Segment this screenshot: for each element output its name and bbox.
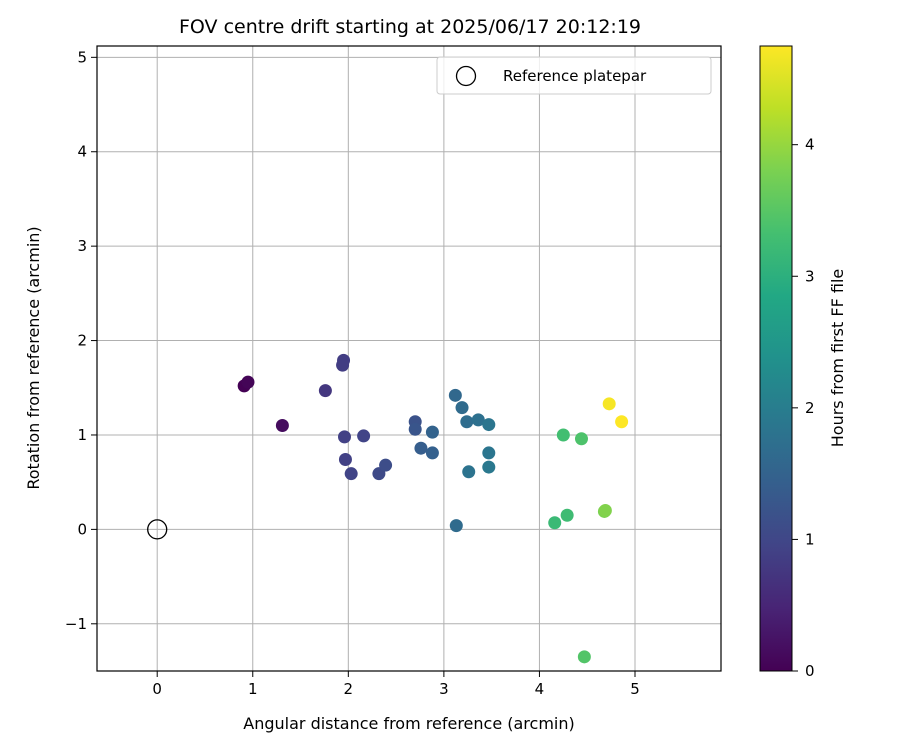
- colorbar-label: Hours from first FF file: [828, 269, 847, 448]
- grid: [97, 46, 721, 671]
- y-tick-label: 3: [77, 237, 87, 255]
- chart-title: FOV centre drift starting at 2025/06/17 …: [179, 16, 641, 38]
- reference-platepar-marker: [147, 519, 168, 540]
- colorbar: 0 1 2 3 4 Hours from first FF file: [759, 45, 847, 680]
- data-point: [241, 375, 255, 389]
- reference-marker-layer: [147, 519, 168, 540]
- data-point: [615, 415, 629, 429]
- data-point: [482, 446, 496, 460]
- x-tick-label: 5: [630, 680, 640, 698]
- data-point: [425, 446, 439, 460]
- data-point: [560, 508, 574, 522]
- data-point: [460, 415, 474, 429]
- data-point: [338, 453, 352, 467]
- data-point: [471, 413, 485, 427]
- data-point: [379, 458, 393, 472]
- data-point: [337, 430, 351, 444]
- axis-ticks: 0 1 2 3 4 5 −1 0 1 2 3 4 5: [65, 48, 640, 698]
- data-point: [577, 650, 591, 664]
- colorbar-tick-label: 3: [805, 267, 815, 285]
- data-point: [336, 358, 350, 372]
- plot-frame: [96, 45, 722, 672]
- data-point: [556, 428, 570, 442]
- colorbar-tick-label: 1: [805, 530, 815, 548]
- x-tick-label: 4: [535, 680, 545, 698]
- y-tick-label: 5: [77, 48, 87, 66]
- x-tick-label: 2: [344, 680, 354, 698]
- data-point: [574, 432, 588, 446]
- data-point: [275, 419, 289, 433]
- data-point: [449, 519, 463, 533]
- data-point: [462, 465, 476, 479]
- data-point: [344, 467, 358, 481]
- data-point: [448, 388, 462, 402]
- data-points: [237, 353, 629, 664]
- y-tick-label: −1: [65, 615, 87, 633]
- legend: Reference platepar: [436, 56, 712, 95]
- data-point: [548, 516, 562, 530]
- data-point: [357, 429, 371, 443]
- x-tick-label: 3: [439, 680, 449, 698]
- data-point: [425, 425, 439, 439]
- legend-marker-reference: [455, 65, 477, 87]
- colorbar-tick-label: 4: [805, 136, 815, 154]
- y-tick-label: 1: [77, 426, 87, 444]
- colorbar-tick-label: 0: [805, 662, 815, 680]
- y-tick-label: 4: [77, 143, 87, 161]
- legend-box: [436, 56, 712, 95]
- data-point: [482, 460, 496, 474]
- legend-entry-reference-platepar: Reference platepar: [503, 67, 647, 85]
- data-point: [455, 401, 469, 415]
- colorbar-tick-label: 2: [805, 399, 815, 417]
- colorbar-ticks: 0 1 2 3 4: [792, 136, 815, 680]
- y-tick-label: 2: [77, 332, 87, 350]
- data-point: [598, 504, 612, 518]
- y-tick-label: 0: [77, 520, 87, 538]
- data-point: [482, 418, 496, 432]
- data-point: [414, 441, 428, 455]
- x-axis-label: Angular distance from reference (arcmin): [243, 714, 574, 733]
- x-tick-label: 1: [248, 680, 258, 698]
- data-point: [602, 397, 616, 411]
- data-point: [408, 422, 422, 436]
- x-tick-label: 0: [152, 680, 162, 698]
- colorbar-gradient: [759, 45, 793, 672]
- y-axis-label: Rotation from reference (arcmin): [24, 226, 43, 489]
- data-point: [318, 384, 332, 398]
